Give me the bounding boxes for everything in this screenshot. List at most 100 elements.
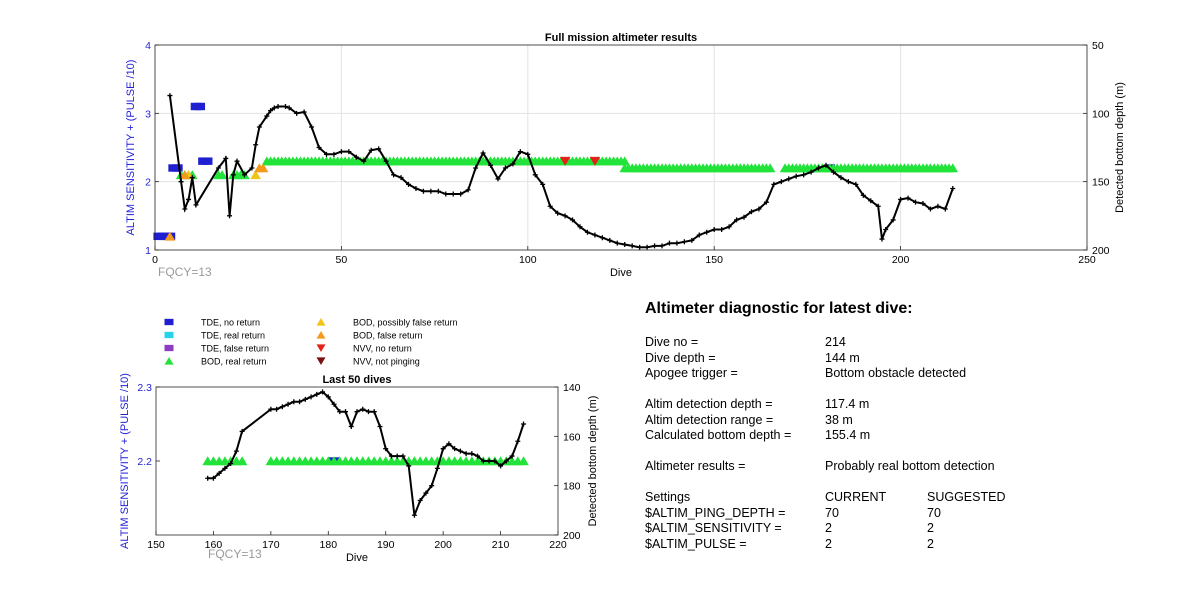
y-tick-label: 2 <box>145 177 151 189</box>
depth-point <box>346 149 352 155</box>
depth-point <box>354 409 360 415</box>
depth-point <box>457 448 463 454</box>
depth-point <box>920 201 926 207</box>
depth-point <box>423 490 429 496</box>
depth-point <box>778 179 784 185</box>
depth-point <box>734 217 740 223</box>
depth-point <box>428 188 434 194</box>
legend-label: NVV, not pinging <box>353 357 420 367</box>
depth-point <box>406 181 412 187</box>
calc-depth-row: Calculated bottom depth = 155.4 m <box>645 428 1165 444</box>
diagnostic-title: Altimeter diagnostic for latest dive: <box>645 300 913 317</box>
x-tick-label: 210 <box>492 539 510 551</box>
results-label: Altimeter results = <box>645 459 746 473</box>
depth-point <box>674 240 680 246</box>
dive-no-label: Dive no = <box>645 335 699 349</box>
depth-point <box>316 145 322 150</box>
depth-point <box>361 158 367 164</box>
legend-item-bod-possibly-false-return: BOD, possibly false return <box>316 318 458 328</box>
depth-point <box>793 173 799 179</box>
depth-point <box>622 242 628 248</box>
depth-point <box>376 146 382 152</box>
depth-point <box>879 236 885 242</box>
data-point <box>194 102 206 111</box>
x-tick-label: 100 <box>519 254 537 266</box>
y-tick-label: 3 <box>145 108 151 120</box>
depth-point <box>394 453 400 459</box>
pulse-current: 2 <box>825 536 832 551</box>
depth-point <box>365 409 371 415</box>
x-tick-label: 150 <box>147 539 165 551</box>
depth-point <box>368 147 374 153</box>
depth-point <box>756 206 762 212</box>
depth-point <box>741 214 747 220</box>
last-50-dives-chart: 150 160 170 180 190 200 210 220 2.2 2.3 140 160 180 2… <box>119 373 599 564</box>
ping-depth-current: 70 <box>825 505 839 520</box>
depth-point <box>868 198 874 204</box>
depth-point <box>498 463 504 469</box>
depth-point <box>388 453 394 459</box>
depth-point <box>763 199 769 205</box>
depth-point <box>480 150 486 156</box>
depth-point <box>502 165 508 171</box>
data-point <box>201 157 213 165</box>
depth-point <box>343 409 349 415</box>
legend-item-bod-false-return: BOD, false return <box>316 331 423 341</box>
depth-point <box>689 237 695 243</box>
depth-point <box>406 463 412 469</box>
ping-depth-suggested: 70 <box>927 505 941 520</box>
altim-range-row: Altim detection range = 38 m <box>645 413 1165 429</box>
depth-point <box>434 465 440 471</box>
x-tick-label: 250 <box>1078 254 1096 266</box>
depth-point <box>555 210 561 216</box>
pulse-label: $ALTIM_PULSE = <box>645 536 747 551</box>
depth-point <box>193 202 199 208</box>
depth-point <box>268 108 274 114</box>
x-tick-label: 0 <box>152 254 158 266</box>
y2-tick-label: 160 <box>563 431 581 443</box>
apogee-label: Apogee trigger = <box>645 366 738 380</box>
depth-point <box>210 475 216 481</box>
series-detected-bottom-depth <box>167 93 956 250</box>
depth-point <box>726 224 732 230</box>
y2-tick-label: 150 <box>1092 177 1110 189</box>
altim-depth-row: Altim detection depth = 117.4 m <box>645 397 1165 413</box>
sensitivity-current: 2 <box>825 521 832 535</box>
depth-point <box>268 406 274 412</box>
depth-point <box>704 229 710 235</box>
apogee-value: Bottom obstacle detected <box>825 366 967 380</box>
depth-point <box>275 104 281 109</box>
depth-point <box>429 483 435 489</box>
depth-point <box>271 105 277 111</box>
x-tick-label: 50 <box>336 254 348 266</box>
legend-label: BOD, false return <box>353 331 423 341</box>
y-tick-label: 4 <box>145 40 151 52</box>
depth-point <box>927 206 933 212</box>
depth-point <box>486 458 492 464</box>
depth-point <box>241 172 247 178</box>
x-tick-label: 200 <box>434 539 452 551</box>
depth-point <box>285 401 291 407</box>
legend-marker <box>164 318 174 326</box>
dive-depth-value: 144 m <box>825 350 860 365</box>
depth-point <box>323 151 329 157</box>
depth-point <box>853 181 859 187</box>
y-tick-label: 1 <box>145 245 151 257</box>
depth-point <box>440 446 446 452</box>
depth-point <box>282 104 288 109</box>
depth-point <box>205 475 211 481</box>
depth-point <box>521 421 527 427</box>
y2-tick-label: 200 <box>1092 245 1110 257</box>
depth-point <box>233 448 239 454</box>
settings-label: Settings <box>645 490 691 504</box>
depth-point <box>860 192 866 198</box>
series-bod-real-return <box>202 456 529 466</box>
depth-point <box>652 243 658 249</box>
apogee-row: Apogee trigger = Bottom obstacle detecte… <box>645 366 1165 382</box>
depth-point <box>228 460 234 466</box>
legend-marker <box>164 344 174 352</box>
legend-label: BOD, possibly false return <box>353 318 458 328</box>
depth-point <box>297 399 303 405</box>
